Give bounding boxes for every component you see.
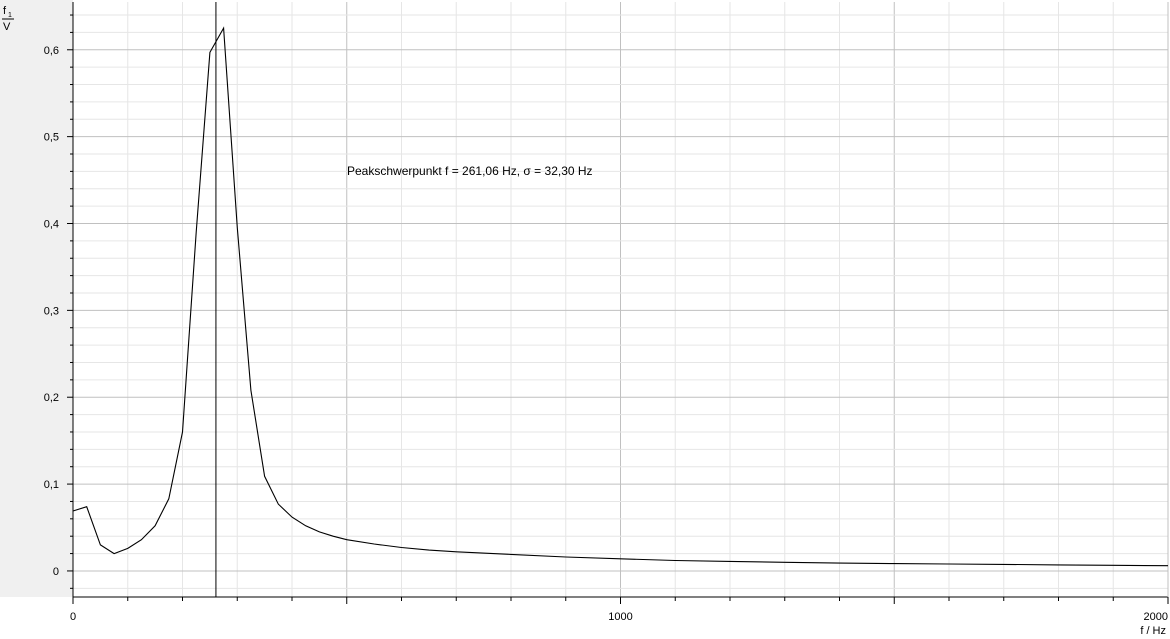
y-axis-unit: f 1 V bbox=[2, 5, 14, 33]
y-tick-label: 0,6 bbox=[44, 45, 59, 57]
x-tick-label: 2000 bbox=[1144, 611, 1168, 623]
y-tick-label: 0,5 bbox=[44, 132, 59, 144]
x-tick-label: 1000 bbox=[608, 611, 632, 623]
x-tick-label: 0 bbox=[70, 611, 76, 623]
y-unit-numerator: f bbox=[3, 5, 7, 17]
y-tick-label: 0,4 bbox=[44, 218, 59, 230]
y-tick-label: 0,2 bbox=[44, 392, 59, 404]
y-unit-denominator: V bbox=[3, 21, 11, 33]
y-tick-label: 0,3 bbox=[44, 305, 59, 317]
y-tick-label: 0,1 bbox=[44, 479, 59, 491]
grid bbox=[73, 2, 1168, 597]
series-line bbox=[72, 26, 1169, 567]
peak-annotation: Peakschwerpunkt f = 261,06 Hz, σ = 32,30… bbox=[347, 164, 593, 178]
bottom-margin bbox=[0, 597, 1170, 639]
y-unit-subscript: 1 bbox=[8, 12, 12, 19]
ticks: 0 0,1 0,2 0,3 0,4 0,5 0,6 0 1000 2000 bbox=[44, 14, 1169, 623]
y-tick-label: 0 bbox=[53, 566, 59, 578]
left-margin bbox=[0, 0, 73, 639]
x-axis-unit: f / Hz bbox=[1140, 625, 1166, 637]
